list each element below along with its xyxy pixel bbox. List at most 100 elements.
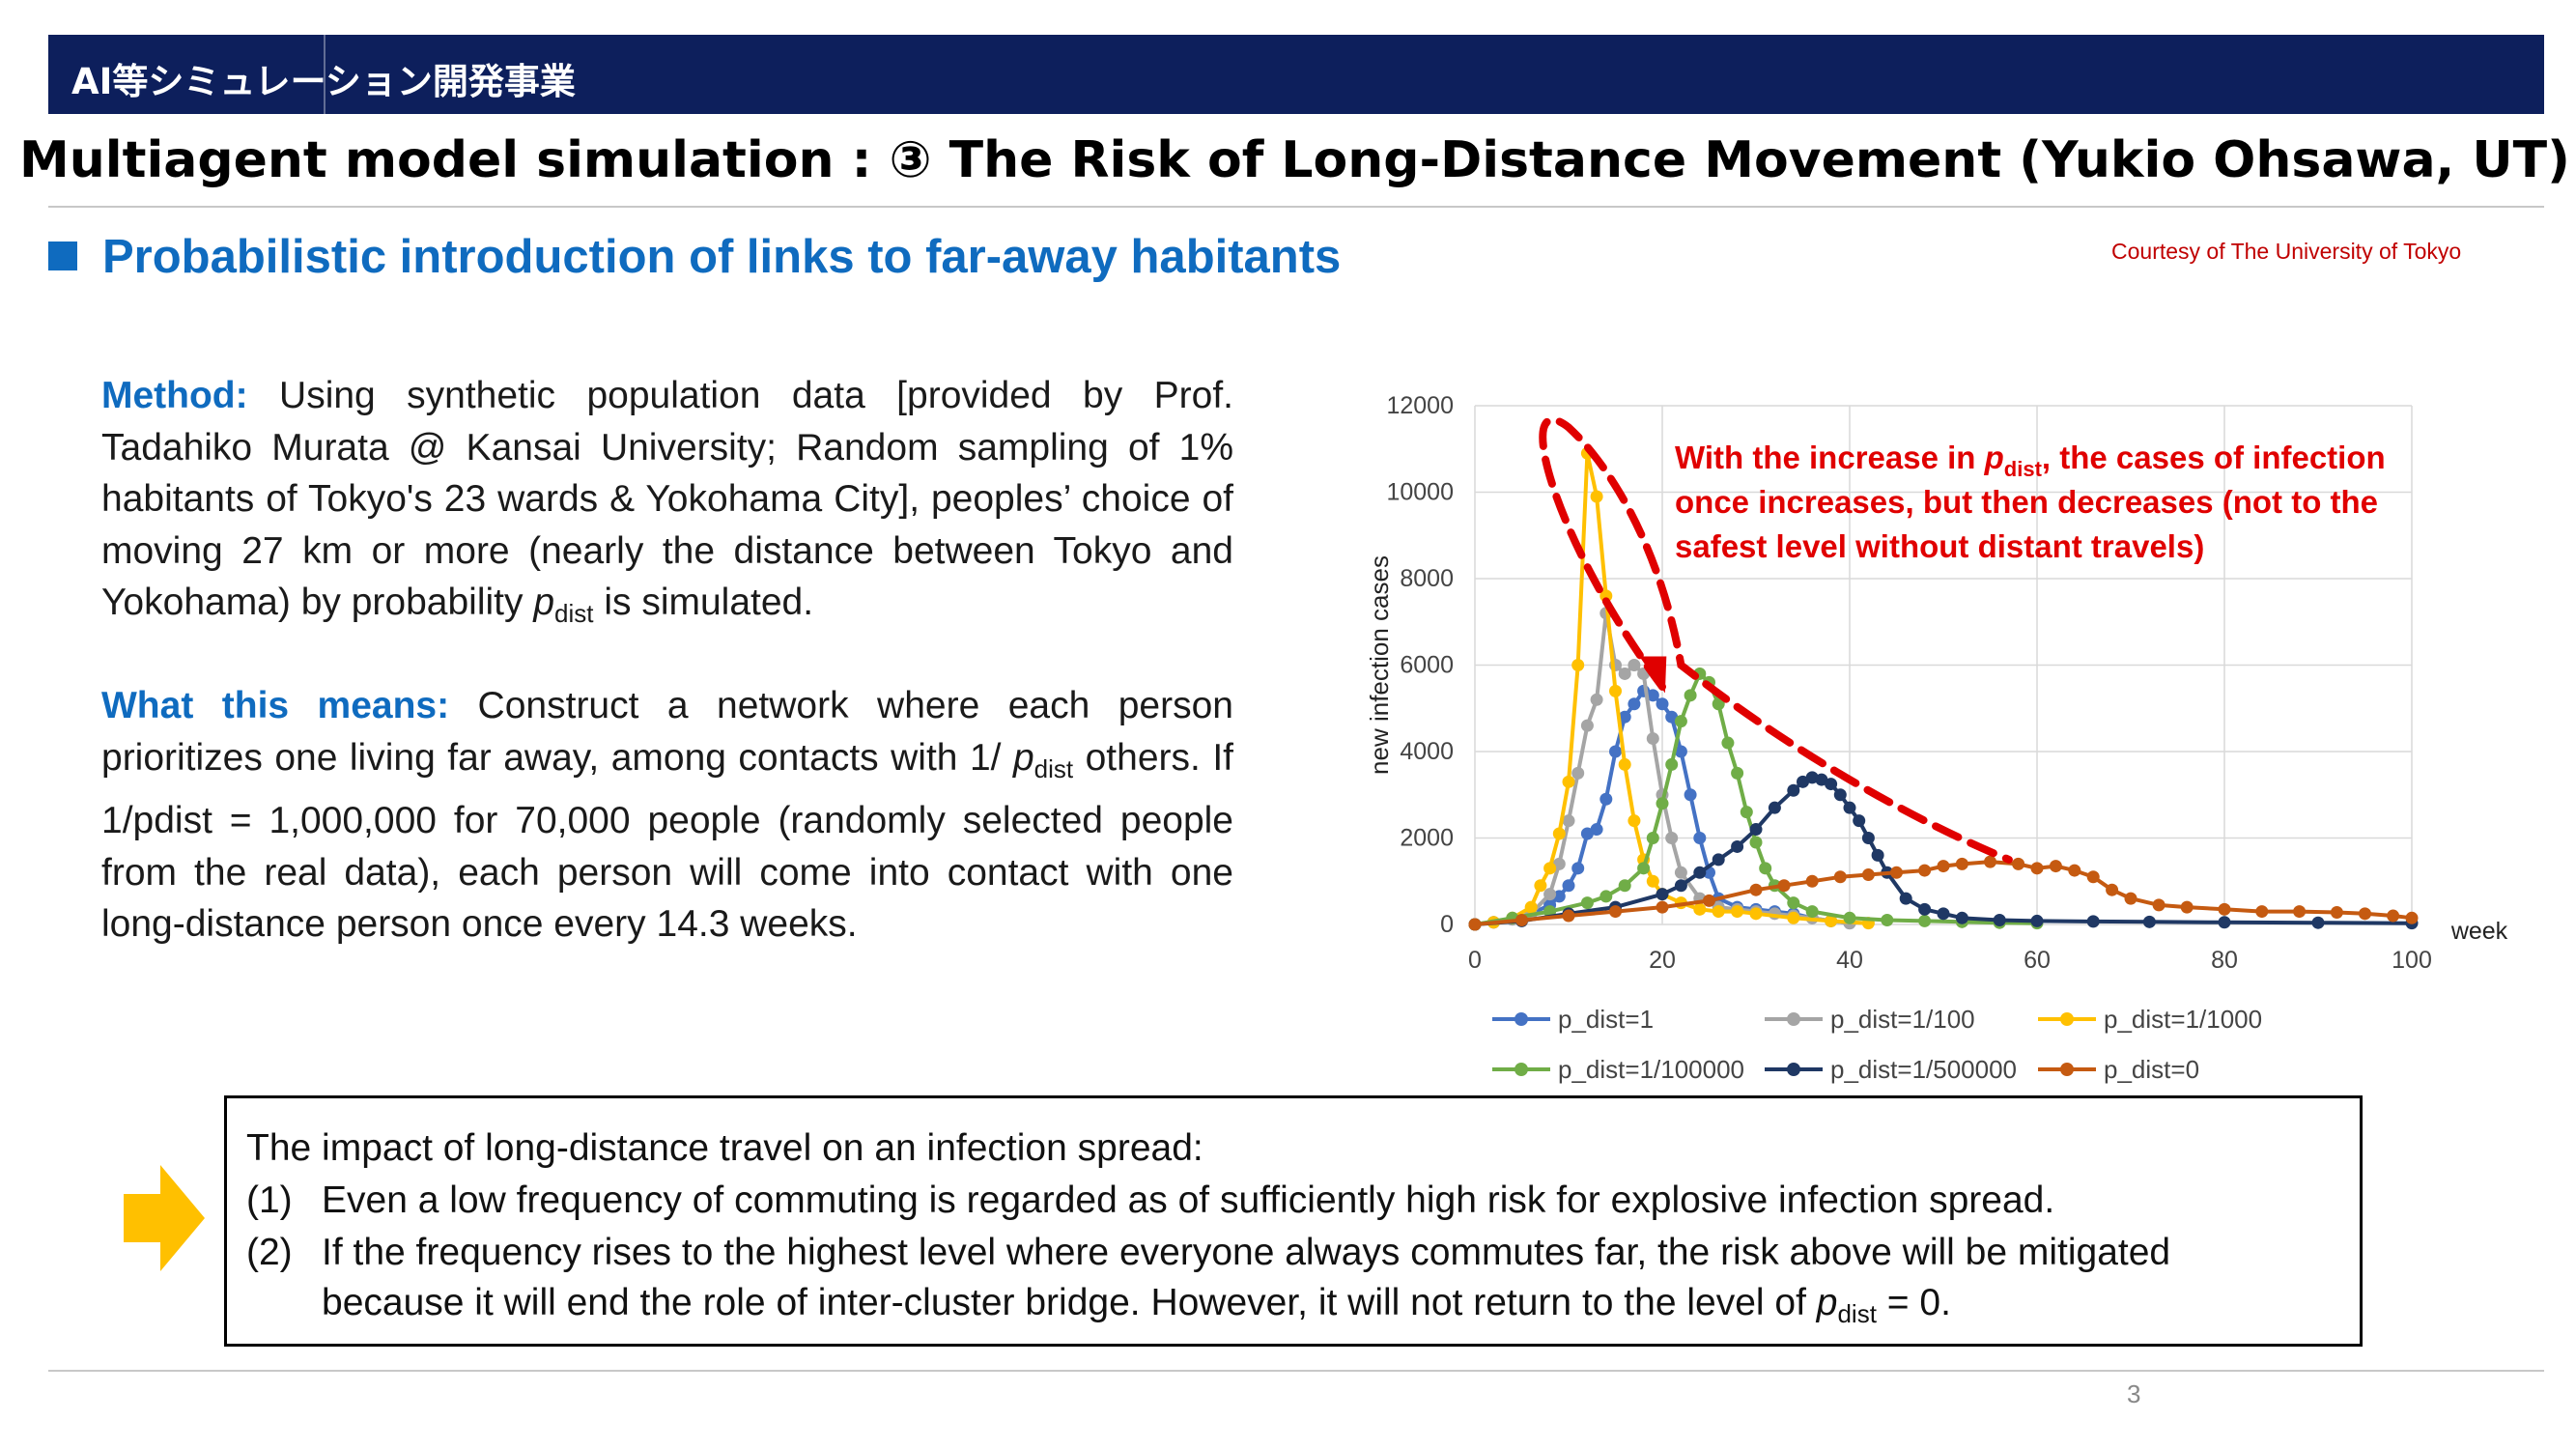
- meaning-var-sub: dist: [1033, 753, 1074, 783]
- data-point: [1937, 907, 1950, 921]
- data-point: [1599, 792, 1613, 806]
- infection-chart: 0 2000 4000 6000 8000 10000 12000 0 20 40 60 80 100 w…: [1365, 392, 2508, 1084]
- section-subtitle: Probabilistic introduction of links to f…: [102, 231, 1342, 283]
- summary-item-2: (2) If the frequency rises to the highest…: [246, 1232, 2170, 1274]
- data-point: [1628, 814, 1641, 828]
- data-point: [1890, 866, 1903, 879]
- data-point: [1787, 896, 1800, 910]
- data-point: [1580, 827, 1594, 840]
- data-point: [1918, 864, 1932, 877]
- data-point: [1993, 914, 2006, 927]
- x-axis-label: week: [2450, 918, 2508, 945]
- data-point: [1712, 905, 1725, 919]
- data-point: [1656, 697, 1669, 711]
- data-point: [1899, 892, 1912, 905]
- data-point: [1768, 801, 1781, 814]
- data-point: [1740, 806, 1753, 819]
- summary-item-2-var: p: [1816, 1282, 1838, 1323]
- data-point: [1759, 862, 1772, 875]
- title-divider: [48, 206, 2544, 208]
- data-point: [1787, 783, 1800, 797]
- summary-item-2-number: (2): [246, 1232, 293, 1273]
- data-point: [1609, 905, 1622, 919]
- data-point: [2218, 902, 2231, 916]
- data-point: [1749, 883, 1763, 896]
- data-point: [1693, 866, 1707, 879]
- data-point: [1656, 888, 1669, 901]
- x-tick-label: 0: [1468, 947, 1482, 974]
- data-point: [1684, 788, 1697, 802]
- data-point: [2012, 857, 2025, 870]
- x-tick-label: 20: [1649, 947, 1676, 974]
- legend-label: p_dist=0: [2104, 1055, 2199, 1084]
- data-point: [1628, 697, 1641, 711]
- data-point: [1637, 862, 1651, 875]
- data-point: [1797, 775, 1809, 788]
- annotation-line-2: once increases, but then decreases (not …: [1675, 484, 2378, 520]
- data-point: [1562, 879, 1575, 893]
- data-point: [1918, 902, 1932, 916]
- data-point: [1590, 823, 1603, 837]
- data-point: [1618, 667, 1631, 680]
- data-point: [1543, 862, 1557, 875]
- data-point: [2124, 892, 2137, 905]
- meaning-text-end: others. If 1/pdist = 1,000,000 for 70,00…: [101, 736, 1233, 946]
- data-point: [2086, 915, 2100, 928]
- data-point: [1646, 689, 1659, 702]
- data-point: [1590, 490, 1603, 503]
- data-point: [1955, 857, 1968, 870]
- arrow-right-icon: [124, 1165, 205, 1271]
- data-point: [1787, 911, 1800, 924]
- legend-marker: [1514, 1012, 1528, 1026]
- data-point: [2359, 907, 2371, 921]
- data-point: [1515, 914, 1528, 927]
- data-point: [2030, 862, 2044, 875]
- data-point: [1580, 719, 1594, 732]
- legend-marker: [2060, 1012, 2074, 1026]
- data-point: [2255, 905, 2269, 919]
- legend-marker: [1514, 1063, 1528, 1076]
- x-tick-label: 80: [2211, 947, 2238, 974]
- legend-marker: [2060, 1063, 2074, 1076]
- data-point: [1543, 888, 1557, 901]
- data-point: [2330, 905, 2343, 919]
- data-point: [1693, 832, 1707, 844]
- data-point: [1665, 710, 1679, 724]
- legend-label: p_dist=1/100000: [1558, 1055, 1744, 1084]
- meaning-var: p: [1012, 736, 1034, 779]
- series-line: [1474, 451, 1869, 926]
- data-point: [1552, 890, 1566, 903]
- annotation-arrowhead: [1639, 656, 1667, 694]
- y-tick-label: 10000: [1386, 479, 1454, 506]
- data-point: [1731, 766, 1744, 780]
- summary-box: The impact of long-distance travel on an…: [224, 1095, 2363, 1347]
- data-point: [1562, 775, 1575, 788]
- data-point: [1833, 870, 1847, 884]
- data-point: [1693, 902, 1707, 916]
- data-point: [1805, 771, 1819, 784]
- summary-heading: The impact of long-distance travel on an…: [246, 1127, 1203, 1169]
- legend-label: p_dist=1/100: [1830, 1005, 1975, 1034]
- footer-divider: [48, 1370, 2544, 1372]
- data-point: [2387, 909, 2400, 923]
- data-point: [1552, 827, 1566, 840]
- data-point: [1571, 862, 1585, 875]
- header-banner: AI等シミュレーション開発事業: [48, 35, 2544, 114]
- data-point: [1609, 684, 1622, 697]
- y-tick-label: 2000: [1400, 825, 1454, 852]
- data-point: [1731, 905, 1744, 919]
- data-point: [1937, 860, 1950, 873]
- y-tick-label: 4000: [1400, 738, 1454, 765]
- data-point: [1562, 909, 1575, 923]
- data-point: [1955, 911, 1968, 924]
- legend-label: p_dist=1: [1558, 1005, 1654, 1034]
- data-point: [1656, 797, 1669, 810]
- y-tick-label: 6000: [1400, 652, 1454, 679]
- meaning-lead: What this means:: [101, 685, 450, 726]
- data-point: [2405, 911, 2419, 924]
- legend-label: p_dist=1/1000: [2104, 1005, 2262, 1034]
- data-point: [1590, 693, 1603, 706]
- data-point: [2180, 900, 2194, 914]
- legend-marker: [1787, 1063, 1800, 1076]
- data-point: [1534, 879, 1547, 893]
